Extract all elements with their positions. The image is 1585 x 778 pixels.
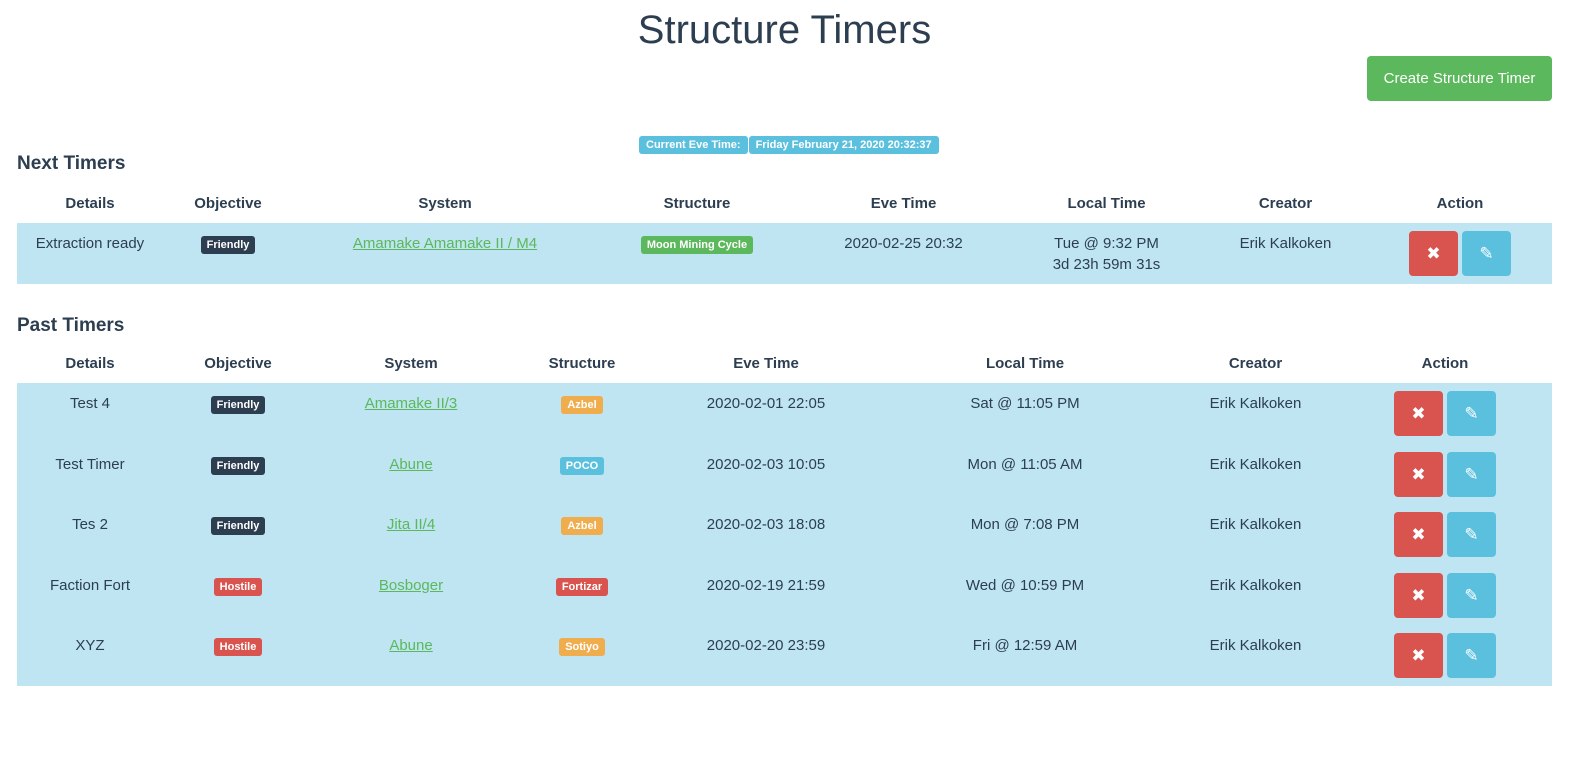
page-title: Structure Timers [637,8,932,52]
edit-button[interactable]: ✎ [1447,391,1496,436]
delete-button[interactable]: ✖ [1394,512,1443,558]
structure-badge: Sotiyo [559,638,605,657]
eve-time: 2020-02-03 18:08 [655,504,877,565]
edit-button[interactable]: ✎ [1462,231,1511,276]
system-link[interactable]: Abune [389,455,433,473]
next-timers-table: Details Objective System Structure Eve Time L… [17,183,1552,284]
eve-time: 2020-02-19 21:59 [655,564,877,626]
column-header: Local Time [1067,194,1146,212]
column-header: Objective [204,354,272,372]
eve-time-label: Current Eve Time: [639,136,748,154]
structure-badge: Azbel [561,396,603,414]
close-icon: ✖ [1411,464,1426,484]
close-icon: ✖ [1426,244,1441,263]
objective-badge: Hostile [213,577,263,596]
details: XYZ [17,625,163,686]
pencil-icon: ✎ [1464,525,1479,545]
delete-button[interactable]: ✖ [1394,451,1443,497]
system-link[interactable]: Amamake II/3 [364,395,458,412]
local-time: Mon @ 11:05 AM [967,455,1083,473]
column-header: Structure [548,354,616,372]
column-header: Structure [663,194,731,212]
creator: Erik Kalkoken [1173,383,1338,444]
close-icon: ✖ [1411,585,1426,605]
column-header: Action [1421,354,1469,372]
creator: Erik Kalkoken [1173,564,1338,626]
column-header: Action [1436,194,1484,212]
pencil-icon: ✎ [1479,244,1494,263]
countdown: 3d 23h 59m 31s [1052,256,1161,273]
system-link[interactable]: Bosboger [378,576,444,594]
creator: Erik Kalkoken [1203,223,1368,284]
column-header: Eve Time [733,354,799,372]
edit-button[interactable]: ✎ [1447,633,1496,679]
objective-badge: Hostile [213,638,263,657]
close-icon: ✖ [1411,404,1426,423]
details: Extraction ready [17,223,163,284]
past-timers-table: Details Objective System Structure Eve Time L… [17,343,1552,686]
details: Test 4 [17,383,163,444]
column-header: Local Time [985,354,1065,372]
system-link[interactable]: Amamake Amamake II / M4 [352,235,538,252]
past-timers-heading: Past Timers [17,315,125,336]
details: Tes 2 [17,504,163,565]
table-row: Test Timer Friendly Abune POCO 2020-02-0… [17,443,1552,505]
column-header: Objective [194,194,262,212]
delete-button[interactable]: ✖ [1394,391,1443,436]
creator: Erik Kalkoken [1173,625,1338,686]
eve-time: 2020-02-03 10:05 [655,443,877,505]
delete-button[interactable]: ✖ [1394,572,1443,618]
structure-badge: Azbel [561,517,603,536]
system-link[interactable]: Jita II/4 [386,516,436,534]
objective-badge: Friendly [210,517,266,536]
create-structure-timer-button[interactable]: Create Structure Timer [1367,56,1552,101]
structure-badge: Moon Mining Cycle [640,236,754,254]
edit-button[interactable]: ✎ [1447,572,1496,618]
edit-button[interactable]: ✎ [1447,512,1496,558]
local-time: Mon @ 7:08 PM [970,516,1080,534]
objective-badge: Friendly [210,456,266,475]
close-icon: ✖ [1411,646,1426,666]
table-row: Test 4 Friendly Amamake II/3 Azbel 2020-… [17,383,1552,444]
structure-badge: Fortizar [555,577,609,596]
details: Faction Fort [17,564,163,626]
local-time: Sat @ 11:05 PM [970,395,1080,412]
next-timers-heading: Next Timers [17,153,126,174]
column-header: Details [65,354,115,372]
delete-button[interactable]: ✖ [1409,231,1458,276]
local-time: Fri @ 12:59 AM [972,637,1078,655]
system-link[interactable]: Abune [389,637,433,655]
pencil-icon: ✎ [1464,646,1479,666]
pencil-icon: ✎ [1464,404,1479,423]
column-header: Eve Time [870,194,937,212]
close-icon: ✖ [1411,525,1426,545]
structure-badge: POCO [559,456,605,475]
local-time: Wed @ 10:59 PM [965,576,1085,594]
creator: Erik Kalkoken [1173,504,1338,565]
column-header: Creator [1228,354,1283,372]
column-header: Details [65,194,115,212]
table-row: Tes 2 Friendly Jita II/4 Azbel 2020-02-0… [17,504,1552,565]
column-header: System [418,194,472,212]
details: Test Timer [17,443,163,505]
current-eve-time: Current Eve Time: Friday February 21, 20… [639,136,939,154]
edit-button[interactable]: ✎ [1447,451,1496,497]
table-row: XYZ Hostile Abune Sotiyo 2020-02-20 23:5… [17,625,1552,686]
eve-time: 2020-02-20 23:59 [655,625,877,686]
eve-time: 2020-02-01 22:05 [655,383,877,444]
table-row: Extraction ready Friendly Amamake Amamak… [17,223,1552,284]
table-row: Faction Fort Hostile Bosboger Fortizar 2… [17,564,1552,626]
column-header: System [384,354,438,372]
eve-time-value: Friday February 21, 2020 20:32:37 [748,136,939,154]
eve-time: 2020-02-25 20:32 [797,223,1010,284]
objective-badge: Friendly [200,236,256,254]
delete-button[interactable]: ✖ [1394,633,1443,679]
pencil-icon: ✎ [1464,464,1479,484]
pencil-icon: ✎ [1464,585,1479,605]
objective-badge: Friendly [210,396,266,414]
local-time: Tue @ 9:32 PM [1054,235,1159,252]
column-header: Creator [1258,194,1313,212]
creator: Erik Kalkoken [1173,443,1338,505]
